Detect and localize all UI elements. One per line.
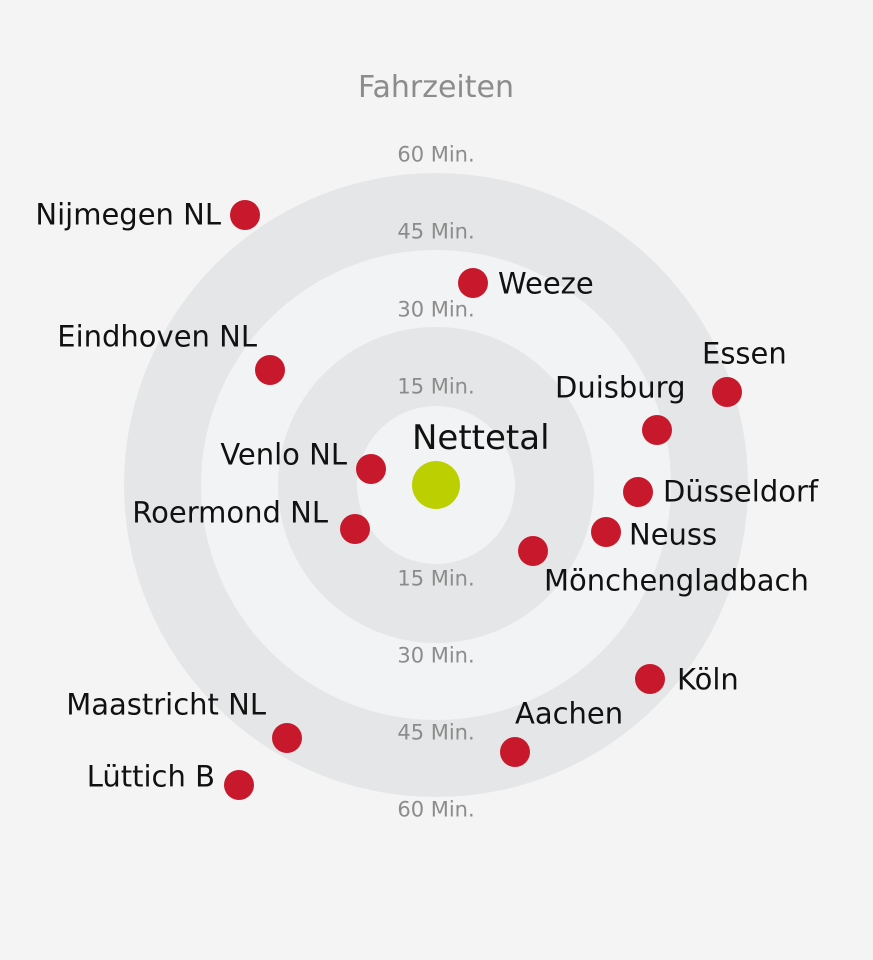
city-dot	[230, 200, 260, 230]
city-dot	[642, 415, 672, 445]
city-label: Duisburg	[555, 370, 686, 405]
city-dot	[224, 770, 254, 800]
ring-label: 60 Min.	[397, 797, 475, 822]
ring-label: 45 Min.	[397, 720, 475, 745]
diagram-title: Fahrzeiten	[357, 70, 515, 105]
ring-label: 60 Min.	[397, 142, 475, 167]
city-label: Eindhoven NL	[57, 319, 257, 354]
city-dot	[712, 377, 742, 407]
city-label: Köln	[677, 662, 739, 697]
city-label: Neuss	[629, 517, 718, 552]
city-label: Weeze	[498, 266, 594, 301]
city-label: Lüttich B	[86, 759, 215, 794]
city-dot	[255, 355, 285, 385]
center-dot-nettetal	[412, 461, 460, 509]
city-label: Venlo NL	[220, 437, 347, 472]
ring-label: 15 Min.	[397, 566, 475, 591]
city-dot	[272, 723, 302, 753]
center-label: Nettetal	[412, 418, 550, 458]
city-dot	[518, 536, 548, 566]
city-dot	[458, 268, 488, 298]
city-dot	[500, 737, 530, 767]
city-label: Maastricht NL	[66, 687, 266, 722]
city-label: Düsseldorf	[663, 474, 819, 509]
city-dot	[356, 454, 386, 484]
city-label: Roermond NL	[132, 495, 328, 530]
city-dot	[635, 664, 665, 694]
city-label: Mönchengladbach	[544, 563, 809, 598]
city-dot	[623, 477, 653, 507]
city-dot	[340, 514, 370, 544]
ring-label: 45 Min.	[397, 219, 475, 244]
city-label: Nijmegen NL	[35, 197, 221, 232]
city-label: Aachen	[515, 696, 624, 731]
ring-label: 30 Min.	[397, 297, 475, 322]
ring-label: 30 Min.	[397, 643, 475, 668]
city-label: Essen	[702, 336, 787, 371]
city-dot	[591, 517, 621, 547]
ring-label: 15 Min.	[397, 374, 475, 399]
